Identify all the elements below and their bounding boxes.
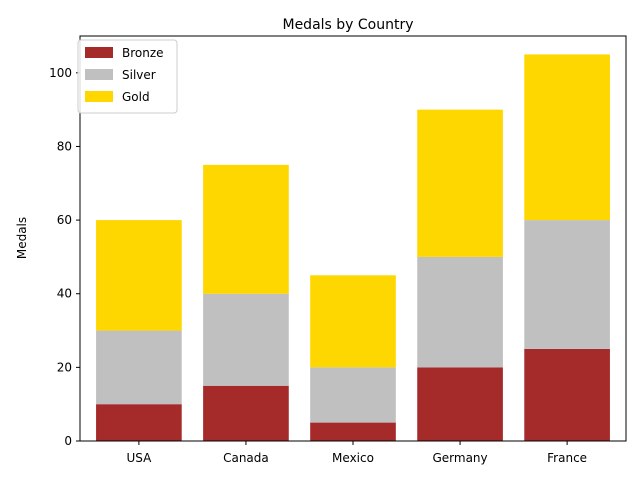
y-tick-label: 0 [64,434,72,448]
bar-bronze-canada [203,385,289,441]
bar-silver-france [524,220,610,349]
bar-silver-usa [96,330,182,405]
y-tick-label: 40 [57,287,72,301]
legend-label-gold: Gold [122,90,150,104]
bar-bronze-usa [96,404,182,441]
x-tick-label: Canada [223,451,269,465]
x-tick-label: Mexico [332,451,374,465]
legend-label-bronze: Bronze [122,46,164,60]
legend-swatch-gold [85,91,113,102]
legend: Bronze Silver Gold [77,39,178,114]
x-tick-label: USA [126,451,152,465]
bar-gold-mexico [310,275,396,368]
y-tick-label: 100 [49,66,72,80]
y-tick-label: 80 [57,139,72,153]
x-tick-label: France [547,451,587,465]
legend-label-silver: Silver [122,68,156,82]
bar-gold-usa [96,220,182,331]
x-axis: USA Canada Mexico Germany France [126,441,587,465]
y-axis: 0 20 40 60 80 100 [49,66,80,448]
y-axis-label: Medals [15,217,29,259]
bar-bronze-france [524,348,610,441]
legend-swatch-silver [85,69,113,80]
chart-title: Medals by Country [282,17,413,33]
bar-silver-mexico [310,367,396,423]
bars [96,54,610,441]
plot-frame [79,35,627,442]
bar-bronze-mexico [310,422,396,441]
x-tick-label: Germany [432,451,487,465]
bar-gold-france [524,54,610,221]
bar-gold-canada [203,164,289,294]
bar-silver-canada [203,293,289,386]
bar-gold-germany [417,109,503,257]
bar-bronze-germany [417,367,503,441]
legend-swatch-bronze [85,47,113,58]
bar-silver-germany [417,256,503,368]
y-tick-label: 20 [57,360,72,374]
y-tick-label: 60 [57,213,72,227]
